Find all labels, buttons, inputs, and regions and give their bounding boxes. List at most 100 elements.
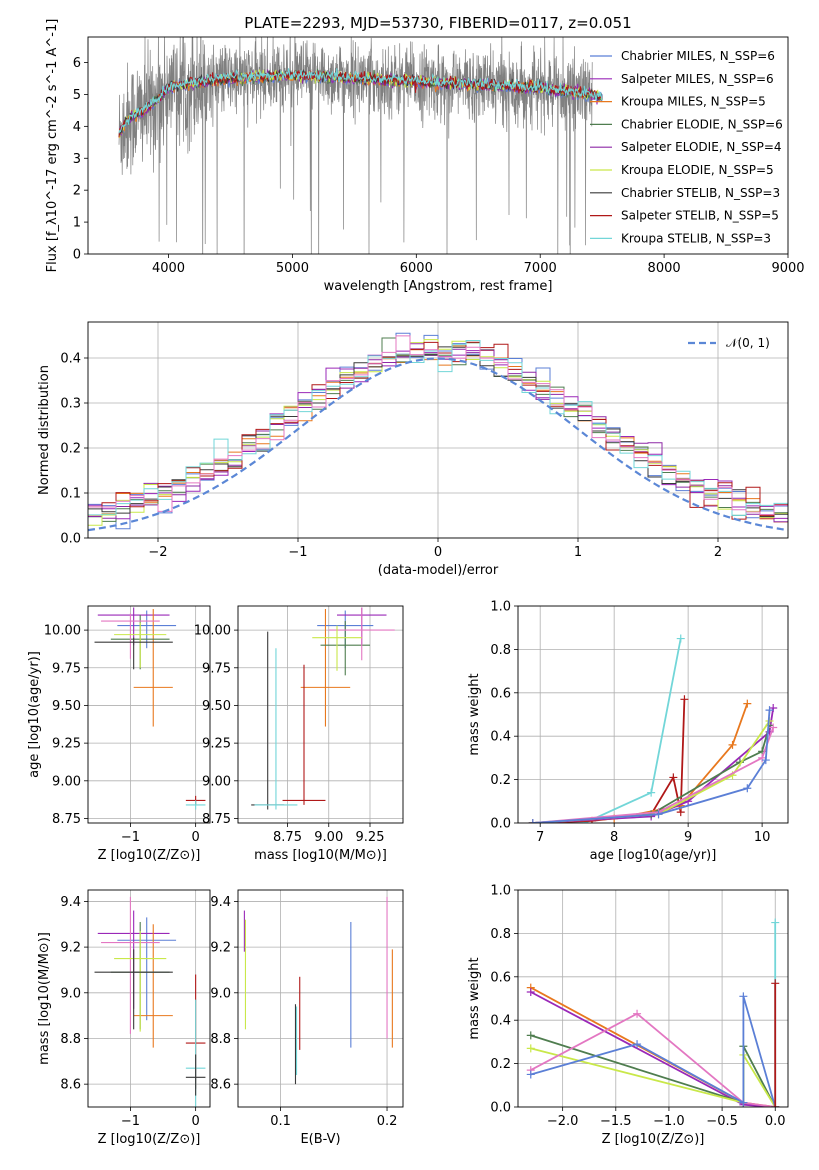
legend-label: Kroupa STELIB, N_SSP=3 [621,231,771,245]
series-line [532,727,775,823]
series-point [633,1040,642,1049]
y-tick-label: 8.6 [210,1078,231,1093]
y-tick-label: 9.0 [60,986,81,1001]
y-axis-label: mass [log10(M/M⊙)] [37,932,52,1065]
panel-weight_vs_age: 7 8 9 10 0.0 0.2 0.4 0.6 0.8 1.0 age [log10(age/yr… [467,600,789,863]
y-tick-label: 0.0 [490,817,511,832]
y-tick-label: 0.2 [490,773,511,788]
plot-area [518,606,788,823]
legend: 𝒩(0, 1) [688,336,770,350]
x-tick-label: 6000 [400,261,433,276]
legend-label: Salpeter STELIB, N_SSP=5 [621,209,779,223]
y-tick-label: 9.25 [52,737,81,752]
y-tick-label: 8.8 [210,1032,231,1047]
y-tick-label: 8.6 [60,1078,81,1093]
panel-mass_vs_EBV: 0.1 0.2 8.6 8.8 9.0 9.2 9.4 E(B-V) [210,889,404,1147]
x-axis-label: Z [log10(Z/Z⊙)] [98,1132,201,1147]
legend-label: Chabrier STELIB, N_SSP=3 [621,186,780,200]
panel-mass_vs_Z: −1 0 8.6 8.8 9.0 9.2 9.4 Z [log10(Z/Z⊙)] mass [l… [37,889,211,1147]
y-tick-label: 9.2 [210,941,231,956]
axes-frame [87,889,211,1108]
series-point [728,740,737,749]
y-axis-label: mass weight [467,673,482,755]
series-point [771,1103,780,1107]
x-tick-label: 9 [684,830,692,845]
series-line [532,638,682,823]
axes-frame [87,36,789,255]
series-point [739,992,748,1001]
plot-area [118,37,603,254]
panel-residuals: −2 −1 0 1 2 0.0 0.1 0.2 0.3 0.4 (data-model)/error… [37,321,789,578]
y-axis-label: Normed distribution [37,365,52,495]
x-tick-label: 1 [574,545,582,560]
model-spectrum-line [118,68,603,134]
y-tick-label: 9.50 [52,699,81,714]
y-tick-label: 5 [73,88,81,103]
y-tick-label: 3 [73,152,81,167]
figure-title: PLATE=2293, MJD=53730, FIBERID=0117, z=0… [244,14,631,32]
series-point [761,756,770,765]
y-tick-label: 1 [73,216,81,231]
panel-spectrum: 4000 5000 6000 7000 8000 9000 0 1 2 3 4 5 6 wavelengt… [45,19,805,294]
series-point [743,699,752,708]
y-tick-label: 9.4 [60,895,81,910]
x-tick-label: −1 [121,830,140,845]
x-tick-label: 0.1 [270,1114,291,1129]
panel-age_vs_Z: −1 0 8.75 9.00 9.25 9.50 9.75 10.00 Z [log10(Z/Z… [27,605,211,863]
x-axis-label: E(B-V) [300,1132,340,1147]
x-tick-label: −2 [148,545,167,560]
series-line [530,991,776,1107]
plot-area [238,606,403,823]
histogram-series [88,340,788,516]
x-tick-label: 10 [754,830,771,845]
x-axis-label: Z [log10(Z/Z⊙)] [602,1132,705,1147]
plot-area [88,322,788,538]
x-tick-label: 8000 [648,261,681,276]
series-point [769,723,778,732]
panel-age_vs_mass: 8.75 9.00 9.25 8.75 9.00 9.25 9.50 9.75 10.00 mas… [194,605,404,863]
y-tick-label: 6 [73,56,81,71]
y-tick-label: 0.4 [490,1014,511,1029]
x-tick-label: −1.0 [653,1114,685,1129]
x-tick-label: −1 [288,545,307,560]
legend-label: Chabrier ELODIE, N_SSP=6 [621,117,783,131]
x-tick-label: 0 [192,1114,200,1129]
legend-label: Kroupa ELODIE, N_SSP=5 [621,163,774,177]
y-axis-label: mass weight [467,957,482,1039]
x-tick-label: −0.5 [706,1114,738,1129]
y-tick-label: 0.3 [60,397,81,412]
series-line [530,1012,776,1107]
gaussian-curve [88,357,788,532]
axes-frame [87,605,211,824]
y-tick-label: 0.4 [60,352,81,367]
plot-area [238,890,403,1107]
series-point [769,703,778,712]
legend: Chabrier MILES, N_SSP=6 Salpeter MILES, N… [590,49,783,245]
y-tick-label: 0.0 [60,532,81,547]
y-tick-label: 8.75 [202,812,231,827]
x-tick-label: 2 [714,545,722,560]
plot-area [88,890,210,1107]
series-point [739,1098,748,1107]
y-axis-label: Flux [f_λ10^-17 erg cm^-2 s^-1 A^-1] [45,19,60,273]
y-tick-label: 4 [73,120,81,135]
series-point [526,1044,535,1053]
x-axis-label: wavelength [Angstrom, rest frame] [324,279,553,294]
plot-area [518,890,788,1107]
histogram-series [88,335,788,515]
x-tick-label: 9000 [771,261,804,276]
x-tick-label: 5000 [276,261,309,276]
series-point [526,987,535,996]
y-tick-label: 0.8 [490,643,511,658]
y-tick-label: 9.2 [60,941,81,956]
y-tick-label: 9.0 [210,986,231,1001]
y-tick-label: 1.0 [490,884,511,899]
legend-label: Salpeter MILES, N_SSP=6 [621,72,774,86]
series-point [654,810,663,819]
y-tick-label: 9.25 [202,737,231,752]
y-tick-label: 9.4 [210,895,231,910]
legend-label: Kroupa MILES, N_SSP=5 [621,95,766,109]
series-point [633,1009,642,1018]
y-tick-label: 0.6 [490,686,511,701]
